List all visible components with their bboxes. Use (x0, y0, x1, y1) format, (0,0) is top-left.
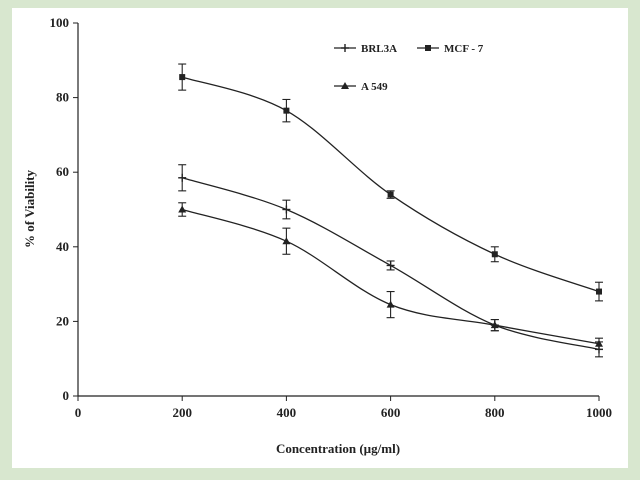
legend: BRL3A MCF - 7 A 549 (334, 43, 484, 93)
x-tick-label: 400 (277, 405, 297, 420)
y-tick-label: 60 (56, 164, 69, 179)
data-point-mcf-7 (387, 191, 394, 198)
legend-item-a-549: A 549 (334, 81, 388, 93)
legend-marker-a-549 (341, 82, 349, 89)
legend-item-mcf-7: MCF - 7 (417, 43, 484, 55)
legend-item-brl3a: BRL3A (334, 43, 397, 55)
legend-marker-brl3a (341, 44, 349, 52)
data-point-brl3a (282, 205, 291, 214)
data-point-a-549 (490, 321, 499, 329)
data-point-a-549 (178, 205, 187, 213)
y-tick-label: 40 (56, 239, 69, 254)
series-mcf-7 (178, 63, 603, 302)
series-line-mcf-7 (182, 76, 600, 293)
x-tick-label: 0 (75, 405, 82, 420)
data-point-mcf-7 (491, 251, 498, 258)
data-point-mcf-7 (283, 107, 290, 114)
y-tick-label: 20 (56, 313, 69, 328)
legend-marker-mcf-7 (425, 45, 431, 51)
legend-label-a-549: A 549 (361, 81, 388, 93)
data-point-a-549 (386, 300, 395, 308)
x-tick-label: 800 (485, 405, 505, 420)
chart-panel: 0 20 40 60 80 100 0 200 400 600 800 1000 BRL3A MCF -… (12, 8, 628, 468)
data-point-a-549 (282, 237, 291, 245)
legend-label-brl3a: BRL3A (361, 43, 397, 55)
x-tick-label: 600 (381, 405, 401, 420)
data-point-mcf-7 (179, 74, 186, 81)
y-tick-label: 100 (50, 15, 70, 30)
y-axis-title: % of Viability (22, 170, 37, 249)
series-line-a-549 (182, 208, 600, 345)
legend-label-mcf-7: MCF - 7 (444, 43, 484, 55)
x-axis-title: Concentration (µg/ml) (276, 441, 400, 456)
x-tick-label: 1000 (586, 405, 612, 420)
series-layer (178, 63, 603, 358)
y-tick-label: 80 (56, 90, 69, 105)
series-a-549 (178, 202, 603, 350)
data-point-a-549 (595, 339, 603, 347)
x-tick-label: 200 (172, 405, 192, 420)
data-point-brl3a (386, 261, 395, 270)
y-tick-label: 0 (63, 388, 70, 403)
data-point-mcf-7 (596, 288, 602, 295)
data-point-brl3a (178, 173, 187, 182)
